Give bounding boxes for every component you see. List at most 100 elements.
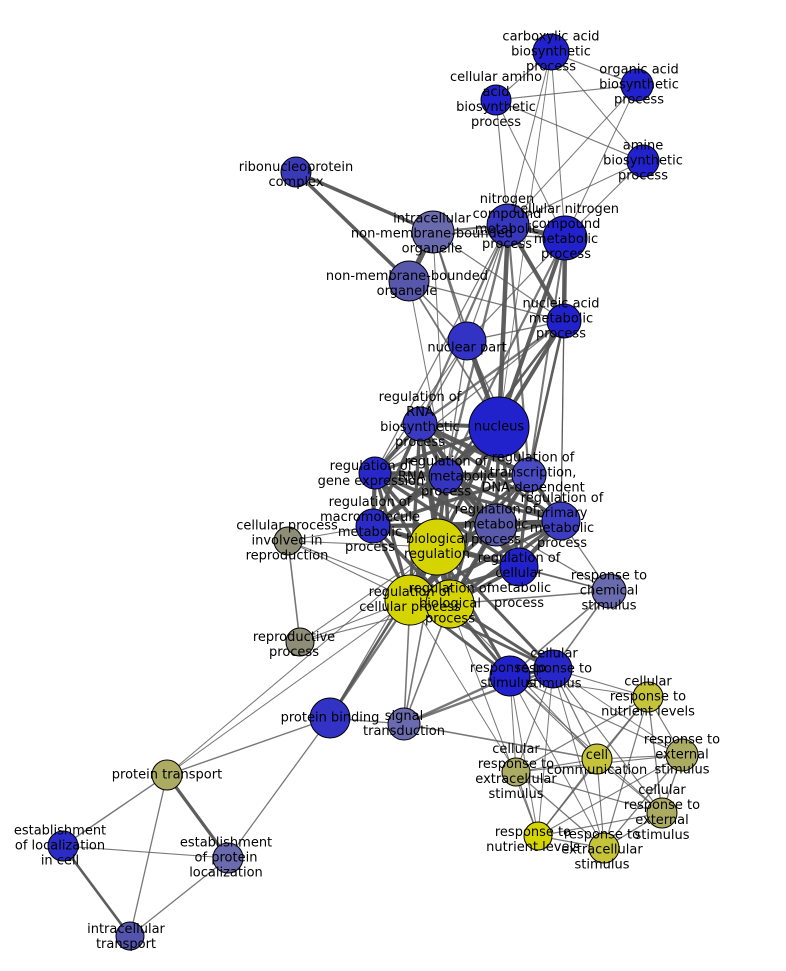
graph-edge xyxy=(62,845,229,859)
graph-node-regulation-of-primary-metabolic-process[interactable] xyxy=(541,501,581,541)
graph-edge xyxy=(449,590,610,605)
graph-edge xyxy=(374,320,565,474)
graph-node-cellular-nitrogen-compound-metabolic-process[interactable] xyxy=(542,215,588,261)
graph-edge xyxy=(328,545,439,720)
graph-edge xyxy=(61,844,132,938)
graph-node-intracellular-transport[interactable] xyxy=(115,921,145,951)
graph-edge xyxy=(129,774,168,937)
graph-node-intracellular-non-membrane-bounded-organelle[interactable] xyxy=(411,210,455,254)
graph-edge xyxy=(408,280,565,322)
graph-edge xyxy=(166,717,331,776)
graph-node-protein-binding[interactable] xyxy=(309,697,351,739)
graph-edge xyxy=(373,471,521,569)
graph-node-cellular-process-involved-in-reproduction[interactable] xyxy=(273,526,303,556)
graph-edge xyxy=(495,524,610,592)
graph-node-cellular-response-to-extracellular-stimulus[interactable] xyxy=(501,757,531,787)
graph-edge xyxy=(552,668,683,756)
graph-node-cellular-response-to-nutrient-levels[interactable] xyxy=(632,681,664,713)
graph-node-ribonucleoprotein-complex[interactable] xyxy=(280,156,312,188)
graph-edge xyxy=(373,471,498,527)
graph-edge xyxy=(329,426,500,719)
graph-edge xyxy=(507,51,552,226)
graph-node-establishment-of-localization-in-cell[interactable] xyxy=(47,830,79,862)
graph-edge xyxy=(403,723,598,760)
graph-node-nucleic-acid-metabolic-process[interactable] xyxy=(546,303,582,339)
graph-edge xyxy=(509,675,539,837)
graph-edge xyxy=(495,84,638,101)
graph-edge xyxy=(432,231,565,322)
graph-edge xyxy=(227,717,331,859)
graph-edge xyxy=(509,675,663,814)
graph-node-nucleus[interactable] xyxy=(468,396,530,458)
graph-node-regulation-of-rna-biosynthetic-process[interactable] xyxy=(402,406,438,442)
graph-edge xyxy=(444,474,563,523)
graph-edge xyxy=(528,237,566,476)
graph-edge xyxy=(560,320,565,522)
graph-edge xyxy=(129,857,229,937)
graph-edge xyxy=(603,754,683,849)
graph-edge xyxy=(373,471,563,523)
graph-node-response-to-external-stimulus[interactable] xyxy=(665,738,699,772)
graph-node-signal-transduction[interactable] xyxy=(387,707,421,741)
graph-edge xyxy=(537,754,683,837)
graph-node-regulation-of-macromolecule-metabolic-process[interactable] xyxy=(355,508,391,544)
graph-node-cellular-response-to-stimulus[interactable] xyxy=(533,649,573,689)
graph-edge xyxy=(509,675,605,849)
graph-node-biological-regulation[interactable] xyxy=(408,518,466,576)
graph-node-nuclear-part[interactable] xyxy=(447,321,487,361)
graph-edge xyxy=(165,773,230,860)
graph-edge xyxy=(564,84,638,239)
graph-node-regulation-of-cellular-metabolic-process[interactable] xyxy=(499,547,539,587)
graph-node-regulation-of-transcription-dna-dependent[interactable] xyxy=(511,457,547,493)
graph-edge xyxy=(552,668,605,849)
graph-edge xyxy=(294,170,411,283)
graph-node-cellular-response-to-external-stimulus[interactable] xyxy=(646,797,678,829)
graph-edge xyxy=(403,546,438,725)
graph-node-nitrogen-compound-metabolic-process[interactable] xyxy=(486,203,530,247)
graph-edge xyxy=(432,231,447,477)
graph-node-cell-communication[interactable] xyxy=(581,743,613,775)
graph-edge xyxy=(408,473,531,602)
graph-edge xyxy=(374,224,509,474)
graph-edge xyxy=(495,99,644,162)
graph-edge xyxy=(515,771,663,814)
graph-edge xyxy=(552,668,663,814)
graph-edge xyxy=(495,99,566,239)
graph-edge xyxy=(418,319,566,426)
graph-edge xyxy=(498,51,552,428)
graph-node-organic-acid-biosynthetic-process[interactable] xyxy=(620,68,654,102)
graph-edge xyxy=(550,51,566,239)
graph-edge xyxy=(527,319,566,477)
graph-edge xyxy=(287,540,301,643)
graph-edge xyxy=(550,51,644,162)
graph-node-cellular-amino-acid-biosynthetic-process[interactable] xyxy=(480,84,512,116)
graph-node-regulation-of-metabolic-process[interactable] xyxy=(474,503,518,547)
graph-node-protein-transport[interactable] xyxy=(151,759,183,791)
graph-node-response-to-stimulus[interactable] xyxy=(489,655,531,697)
graph-node-response-to-extracellular-stimulus[interactable] xyxy=(588,832,620,864)
graph-node-response-to-chemical-stimulus[interactable] xyxy=(591,573,627,609)
graph-node-regulation-of-rna-metabolic-process[interactable] xyxy=(428,458,464,494)
graph-edge xyxy=(509,590,610,677)
graph-edge xyxy=(444,236,567,478)
graph-edge xyxy=(515,696,649,773)
node-layer xyxy=(47,33,699,951)
edge-layer xyxy=(61,51,683,938)
graph-edge xyxy=(537,758,598,837)
graph-node-regulation-of-biological-process[interactable] xyxy=(425,579,475,629)
graph-edge xyxy=(537,812,663,837)
graph-node-reproductive-process[interactable] xyxy=(285,627,315,657)
graph-node-carboxylic-acid-biosynthetic-process[interactable] xyxy=(532,33,570,71)
graph-edge xyxy=(408,280,447,477)
graph-edge xyxy=(496,222,511,430)
graph-node-response-to-nutrient-levels[interactable] xyxy=(523,821,553,851)
graph-node-regulation-of-gene-expression[interactable] xyxy=(358,456,392,490)
graph-node-amine-biosynthetic-process[interactable] xyxy=(626,144,660,178)
graph-edge xyxy=(507,160,644,226)
graph-node-establishment-of-protein-localization[interactable] xyxy=(212,842,244,874)
graph-edge xyxy=(515,771,605,849)
graph-node-non-membrane-bounded-organelle[interactable] xyxy=(388,260,430,302)
graph-edge xyxy=(537,668,554,837)
